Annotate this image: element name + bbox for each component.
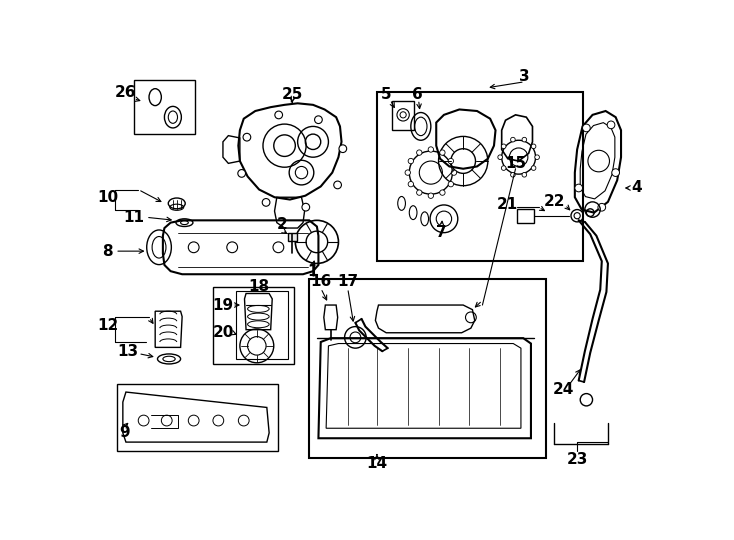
Circle shape: [498, 155, 503, 159]
Circle shape: [408, 158, 413, 164]
Circle shape: [428, 147, 434, 152]
Circle shape: [417, 150, 422, 156]
Circle shape: [405, 170, 410, 176]
Circle shape: [451, 170, 457, 176]
Bar: [309, 279, 546, 457]
Text: 12: 12: [97, 318, 118, 333]
Circle shape: [448, 181, 454, 187]
Text: 9: 9: [119, 426, 130, 440]
Text: 17: 17: [337, 274, 358, 289]
Circle shape: [339, 145, 346, 152]
Bar: [213, 287, 294, 363]
Text: 14: 14: [366, 456, 388, 471]
Circle shape: [575, 184, 583, 192]
Text: 26: 26: [115, 85, 137, 100]
Bar: [134, 80, 195, 134]
Circle shape: [334, 181, 341, 189]
Text: 3: 3: [520, 69, 530, 84]
Circle shape: [531, 166, 536, 171]
Circle shape: [315, 116, 322, 124]
Circle shape: [522, 172, 527, 177]
Circle shape: [522, 137, 527, 142]
Text: 16: 16: [310, 274, 331, 289]
Text: 20: 20: [212, 325, 233, 340]
Circle shape: [612, 168, 619, 177]
Circle shape: [607, 121, 615, 129]
Text: 22: 22: [543, 194, 564, 210]
Text: 4: 4: [631, 180, 642, 195]
Text: 8: 8: [102, 244, 113, 259]
Circle shape: [531, 144, 536, 148]
Circle shape: [302, 204, 310, 211]
Text: 23: 23: [567, 451, 588, 467]
Circle shape: [501, 144, 506, 148]
Text: 24: 24: [553, 382, 574, 397]
Text: 15: 15: [505, 156, 526, 171]
Circle shape: [428, 193, 434, 198]
Circle shape: [511, 137, 515, 142]
Text: 2: 2: [277, 218, 288, 232]
Circle shape: [440, 150, 445, 156]
Bar: [377, 92, 584, 261]
Circle shape: [440, 190, 445, 195]
Text: 19: 19: [212, 298, 233, 313]
Text: 10: 10: [97, 190, 118, 205]
Circle shape: [262, 199, 270, 206]
Text: 11: 11: [123, 210, 144, 225]
Text: 13: 13: [117, 344, 139, 359]
Circle shape: [417, 190, 422, 195]
Circle shape: [238, 170, 245, 177]
Text: 18: 18: [249, 279, 269, 294]
Text: 7: 7: [436, 225, 447, 240]
Polygon shape: [288, 233, 297, 241]
Text: 6: 6: [412, 86, 422, 102]
Circle shape: [275, 111, 283, 119]
Text: 25: 25: [282, 86, 303, 102]
Circle shape: [598, 204, 606, 211]
Text: 21: 21: [497, 198, 518, 212]
Text: 5: 5: [381, 86, 391, 102]
Circle shape: [408, 181, 413, 187]
Circle shape: [501, 166, 506, 171]
Circle shape: [535, 155, 539, 159]
Bar: [117, 383, 278, 451]
Circle shape: [511, 172, 515, 177]
Bar: [517, 209, 534, 222]
Circle shape: [583, 124, 590, 132]
Bar: [236, 291, 288, 359]
Circle shape: [448, 158, 454, 164]
Text: 1: 1: [308, 264, 319, 279]
Circle shape: [243, 133, 251, 141]
